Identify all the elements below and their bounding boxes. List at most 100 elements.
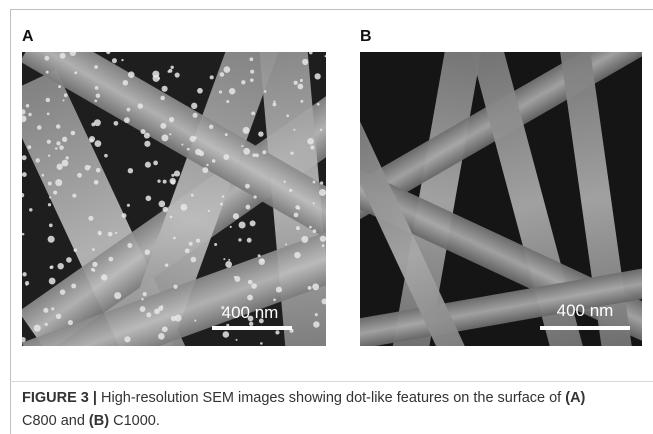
surface-dot: [275, 330, 279, 334]
surface-dot: [223, 331, 230, 338]
surface-dot: [290, 152, 293, 155]
surface-dot: [273, 299, 276, 302]
surface-dot: [66, 257, 72, 263]
surface-dot: [223, 258, 225, 260]
surface-dot: [43, 308, 48, 313]
surface-dot: [283, 180, 285, 182]
surface-dot: [50, 265, 53, 268]
surface-dot: [89, 166, 91, 168]
surface-dot: [253, 195, 256, 198]
surface-dot: [94, 180, 99, 185]
surface-dot: [273, 100, 275, 102]
surface-dot: [94, 100, 97, 103]
separator: [10, 381, 653, 382]
surface-dot: [127, 243, 132, 248]
surface-dot: [222, 195, 224, 197]
surface-dot: [44, 56, 49, 61]
surface-dot: [51, 307, 54, 310]
surface-dot: [258, 131, 263, 136]
surface-dot: [141, 298, 143, 300]
surface-dot: [46, 98, 51, 103]
surface-dot: [146, 312, 151, 317]
surface-dot: [187, 148, 190, 151]
surface-dot: [206, 164, 208, 166]
panel-label: A: [22, 28, 34, 46]
page: {"panels": [{"label": "A", "scale": "400…: [0, 0, 653, 434]
surface-dot: [124, 117, 130, 123]
surface-dot: [42, 174, 45, 177]
surface-dot: [250, 78, 254, 82]
surface-dot: [300, 100, 303, 103]
surface-dot: [301, 236, 308, 243]
surface-dot: [59, 145, 64, 150]
surface-dot: [140, 306, 146, 312]
surface-dot: [191, 103, 197, 109]
surface-dot: [296, 226, 300, 230]
surface-dot: [264, 90, 267, 93]
surface-dot: [63, 99, 65, 101]
surface-dot: [307, 138, 314, 145]
surface-dot: [160, 123, 166, 129]
surface-dot: [55, 147, 58, 150]
surface-dot: [71, 284, 76, 289]
surface-dot: [66, 156, 69, 159]
surface-dot: [248, 280, 253, 285]
surface-dot: [62, 137, 67, 142]
surface-dot: [60, 289, 65, 294]
surface-dot: [68, 320, 73, 325]
surface-dot: [194, 320, 196, 322]
surface-dot: [258, 258, 265, 265]
surface-dot: [145, 162, 151, 168]
surface-dot: [48, 236, 55, 243]
surface-dot: [170, 66, 173, 69]
surface-dot: [313, 321, 319, 327]
surface-dot: [313, 181, 316, 184]
surface-dot: [220, 203, 223, 206]
surface-dot: [249, 322, 253, 326]
surface-dot: [153, 160, 158, 165]
surface-dot: [175, 315, 182, 322]
surface-dot: [108, 232, 113, 237]
surface-dot: [250, 220, 256, 226]
surface-dot: [99, 233, 102, 236]
surface-dot: [146, 195, 152, 201]
surface-dot: [233, 213, 239, 219]
surface-dot: [57, 164, 63, 170]
surface-dot: [293, 129, 295, 131]
surface-dot: [114, 292, 121, 299]
surface-dot: [140, 129, 145, 134]
caption-text: C800 and: [22, 413, 85, 429]
surface-dot: [251, 111, 255, 115]
surface-dot: [247, 295, 253, 301]
surface-dot: [115, 232, 117, 234]
surface-dot: [27, 145, 31, 149]
sem-image-a: 400 nm: [22, 52, 326, 346]
surface-dot: [252, 153, 256, 157]
surface-dot: [196, 239, 200, 243]
surface-dot: [251, 283, 257, 289]
surface-dot: [162, 86, 168, 92]
surface-dot: [238, 238, 241, 241]
surface-dot: [128, 168, 133, 173]
surface-dot: [160, 96, 165, 101]
surface-dot: [322, 244, 325, 247]
surface-dot: [314, 73, 320, 79]
surface-dot: [74, 248, 78, 252]
surface-dot: [162, 326, 168, 332]
surface-dot: [302, 59, 308, 65]
surface-dot: [143, 292, 147, 296]
surface-dot: [163, 180, 167, 184]
surface-dot: [169, 133, 171, 135]
surface-dot: [180, 204, 187, 211]
surface-dot: [26, 104, 30, 108]
surface-dot: [243, 127, 250, 134]
surface-dot: [112, 58, 117, 63]
surface-dot: [212, 159, 216, 163]
surface-dot: [145, 250, 150, 255]
surface-dot: [298, 84, 304, 90]
scale-bar: [212, 326, 292, 330]
surface-dot: [144, 133, 150, 139]
surface-dot: [224, 66, 231, 73]
surface-dot: [57, 263, 63, 269]
surface-dot: [88, 216, 93, 221]
